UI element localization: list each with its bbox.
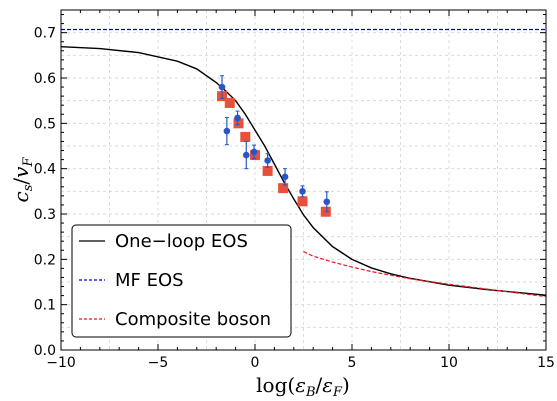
legend-box bbox=[71, 224, 292, 338]
legend: One−loop EOS MF EOS Composite boson bbox=[71, 224, 292, 338]
x-axis-title: log(εB/εF) bbox=[256, 373, 350, 400]
y-tick-label: 0.2 bbox=[34, 252, 56, 268]
square-marker bbox=[240, 131, 251, 142]
y-tick-label: 0.6 bbox=[34, 71, 56, 87]
square-marker bbox=[250, 150, 260, 161]
square-marker bbox=[233, 118, 244, 129]
legend-label-mf: MF EOS bbox=[115, 270, 184, 291]
circle-marker bbox=[250, 148, 258, 156]
circle-marker bbox=[218, 83, 226, 91]
data-points bbox=[217, 75, 331, 217]
curves bbox=[60, 28, 547, 298]
x-tick-label: −10 bbox=[46, 355, 76, 371]
series-line-2 bbox=[303, 251, 547, 298]
y-tick-label: 0.0 bbox=[34, 343, 56, 359]
legend-label-composite: Composite boson bbox=[115, 309, 271, 330]
y-tick-label: 0.1 bbox=[34, 298, 56, 314]
plot-frame bbox=[60, 9, 547, 351]
circle-marker bbox=[323, 198, 331, 206]
circle-marker bbox=[242, 151, 250, 159]
x-tick-label: 10 bbox=[440, 355, 458, 371]
y-tick-label: 0.5 bbox=[34, 116, 56, 132]
legend-label-one-loop: One−loop EOS bbox=[115, 231, 248, 252]
x-tick-label: 0 bbox=[251, 355, 260, 371]
circle-marker bbox=[223, 127, 231, 135]
square-marker bbox=[278, 183, 289, 194]
circle-marker bbox=[281, 173, 289, 181]
x-tick-label: −5 bbox=[148, 355, 169, 371]
y-tick-label: 0.3 bbox=[34, 207, 56, 223]
series-line-0 bbox=[60, 46, 547, 296]
circle-marker bbox=[234, 114, 241, 122]
y-tick-label: 0.4 bbox=[34, 162, 56, 178]
x-tick-label: 5 bbox=[348, 355, 357, 371]
circle-marker bbox=[299, 188, 306, 195]
y-axis-title: cs/vF bbox=[9, 157, 36, 203]
axis-ticks bbox=[60, 10, 547, 351]
y-tick-label: 0.7 bbox=[34, 26, 56, 42]
square-marker bbox=[297, 196, 308, 207]
tick-labels: −10 −5 0 5 10 15 0.0 0.1 0.2 0.3 0.4 0.5 0.6 0.7 bbox=[34, 26, 555, 371]
circle-marker bbox=[264, 157, 271, 164]
square-marker bbox=[224, 97, 235, 108]
square-marker bbox=[262, 165, 273, 176]
x-tick-label: 15 bbox=[537, 355, 555, 371]
